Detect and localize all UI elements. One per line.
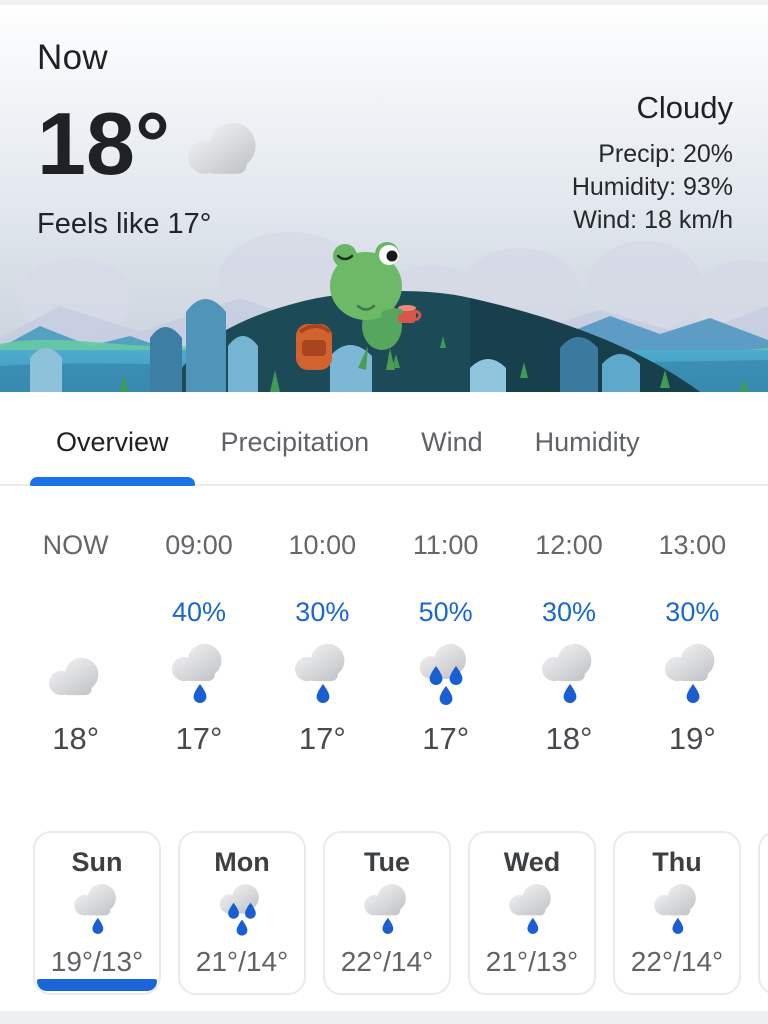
status-bar-strip xyxy=(0,0,768,5)
heavy-rain-icon xyxy=(219,884,259,936)
light-rain-icon xyxy=(654,884,696,934)
daily-forecast-row: Sun 19°/13° Mon 21°/14° Tue 22°/14° Wed … xyxy=(33,831,768,995)
next-section-edge xyxy=(0,1011,768,1024)
tab-label: Overview xyxy=(56,426,169,457)
daily-card-thu[interactable]: Thu 22°/14° xyxy=(613,831,741,995)
tab-humidity[interactable]: Humidity xyxy=(509,400,666,484)
hour-precip-percent: 30% xyxy=(295,597,350,627)
hour-precip-percent: 50% xyxy=(418,597,473,627)
hour-precip-percent: 30% xyxy=(665,597,720,627)
hour-precip-percent: 40% xyxy=(171,597,227,627)
tab-overview[interactable]: Overview xyxy=(30,400,195,486)
day-temp-range: 19°/13° xyxy=(50,946,144,977)
hourly-forecast-row: NOW 18° 09:00 40% 17° 10:00 30% 17° 11:0… xyxy=(0,488,768,757)
light-rain-icon xyxy=(295,643,345,703)
hour-weather-icon xyxy=(167,639,231,719)
precip-detail: Precip: 20% xyxy=(598,140,733,168)
day-weather-icon xyxy=(70,880,124,946)
hour-weather-icon xyxy=(414,639,478,719)
feels-like-label: Feels like 17° xyxy=(37,208,212,240)
hour-temperature: 18° xyxy=(545,721,593,756)
hour-weather-icon xyxy=(44,639,108,719)
hourly-forecast-item[interactable]: 10:00 30% 17° xyxy=(261,488,384,757)
hour-weather-icon xyxy=(660,639,724,719)
hour-time-label: 11:00 xyxy=(412,530,479,560)
tab-label: Humidity xyxy=(534,426,640,457)
forecast-tab-bar: Overview Precipitation Wind Humidity xyxy=(0,400,768,486)
hour-time-label: 09:00 xyxy=(165,530,233,560)
day-temp-range: 22°/14° xyxy=(340,946,434,977)
tab-label: Wind xyxy=(421,426,483,457)
hourly-forecast-item[interactable]: 11:00 50% 17° xyxy=(384,488,507,757)
daily-card-partial[interactable] xyxy=(758,831,768,995)
current-conditions-hero: Now 18° Feels like 17° Cloudy Precip: 20… xyxy=(0,0,768,392)
light-rain-icon xyxy=(665,643,715,703)
hour-time-label: 13:00 xyxy=(658,530,727,560)
daily-card-tue[interactable]: Tue 22°/14° xyxy=(323,831,451,995)
hour-precip-percent: 30% xyxy=(541,597,597,627)
cloudy-icon xyxy=(48,657,99,696)
tab-label: Precipitation xyxy=(220,426,370,457)
condition-label: Cloudy xyxy=(636,90,734,125)
hourly-forecast-item[interactable]: 09:00 40% 17° xyxy=(137,488,260,757)
day-label: Wed xyxy=(503,847,561,877)
light-rain-icon xyxy=(171,643,222,703)
hourly-forecast-item[interactable]: NOW 18° xyxy=(14,488,137,757)
hour-temperature: 19° xyxy=(668,721,716,756)
hour-time-label: 10:00 xyxy=(288,530,357,560)
day-temp-range: 21°/14° xyxy=(195,946,289,977)
tab-wind[interactable]: Wind xyxy=(395,400,509,484)
hour-time-label: 12:00 xyxy=(535,530,603,560)
hour-temperature: 17° xyxy=(422,721,470,756)
hour-time-label: NOW xyxy=(42,530,109,560)
light-rain-icon xyxy=(541,643,592,703)
day-weather-icon xyxy=(360,880,414,946)
frog-character xyxy=(296,242,422,370)
tab-precipitation[interactable]: Precipitation xyxy=(195,400,396,484)
daily-card-mon[interactable]: Mon 21°/14° xyxy=(178,831,306,995)
day-temp-range: 21°/13° xyxy=(485,946,579,977)
hourly-forecast-item[interactable]: 12:00 30% 18° xyxy=(507,488,630,757)
day-label: Thu xyxy=(652,847,702,877)
day-label: Sun xyxy=(71,847,123,877)
light-rain-icon xyxy=(364,884,406,934)
now-label: Now xyxy=(37,38,108,77)
frog-hill-illustration xyxy=(0,232,768,392)
humidity-detail: Humidity: 93% xyxy=(571,173,733,201)
light-rain-icon xyxy=(509,884,551,934)
hour-temperature: 18° xyxy=(52,721,100,756)
light-rain-icon xyxy=(74,884,116,934)
hour-temperature: 17° xyxy=(175,721,223,756)
day-label: Mon xyxy=(214,847,270,877)
hour-temperature: 17° xyxy=(298,721,346,756)
day-weather-icon xyxy=(650,880,704,946)
hourly-forecast-item[interactable]: 13:00 30% 19° xyxy=(631,488,754,757)
day-temp-range: 22°/14° xyxy=(630,946,724,977)
daily-card-wed[interactable]: Wed 21°/13° xyxy=(468,831,596,995)
daily-card-sun[interactable]: Sun 19°/13° xyxy=(33,831,161,995)
cloudy-icon xyxy=(184,119,266,175)
day-weather-icon xyxy=(505,880,559,946)
wind-detail: Wind: 18 km/h xyxy=(573,206,733,234)
hour-weather-icon xyxy=(537,639,601,719)
current-temperature: 18° xyxy=(37,94,171,193)
hour-weather-icon xyxy=(290,639,354,719)
day-label: Tue xyxy=(364,847,410,877)
heavy-rain-icon xyxy=(419,643,466,705)
day-weather-icon xyxy=(215,880,269,946)
